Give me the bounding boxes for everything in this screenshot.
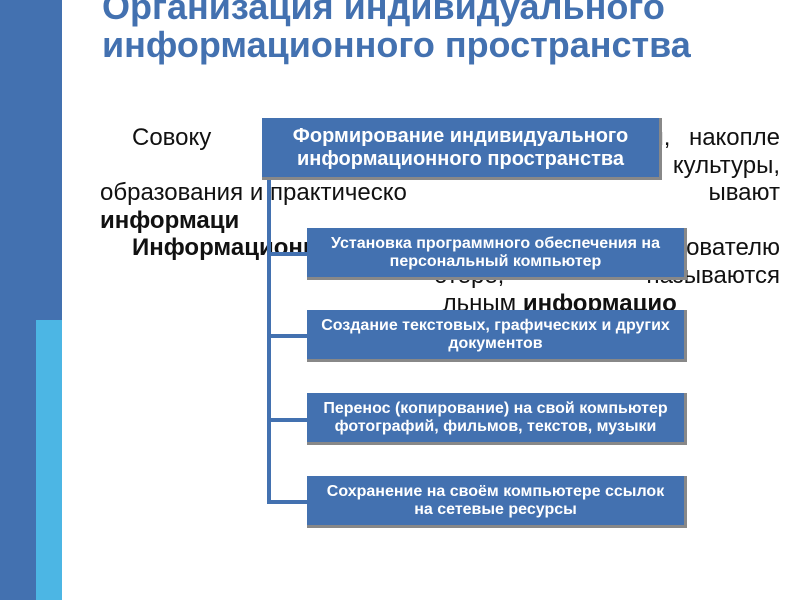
diagram-child-box: Сохранение на своём компьютере ссылок на… (307, 476, 687, 528)
content-area: Организация индивидуального информационн… (62, 0, 800, 600)
p1bold1: информаци (100, 207, 239, 234)
p1d: ывают (708, 179, 780, 206)
left-sidebar (0, 0, 62, 600)
sidebar-top (0, 0, 62, 320)
sidebar-dark (0, 320, 36, 600)
page-title: Организация индивидуального информационн… (102, 0, 762, 64)
diagram-trunk (267, 180, 271, 502)
diagram-branch (267, 334, 307, 338)
diagram-child-box: Перенос (копирование) на свой компьютер … (307, 393, 687, 445)
sidebar-light (36, 320, 62, 600)
diagram-branch (267, 252, 307, 256)
p1a: Совоку (132, 124, 211, 151)
diagram-child-box: Установка программного обеспечения на пе… (307, 228, 687, 280)
diagram-root-box: Формирование индивидуального информацион… (262, 118, 662, 180)
diagram-child-box: Создание текстовых, графических и других… (307, 310, 687, 362)
diagram-branch (267, 500, 307, 504)
diagram-branch (267, 418, 307, 422)
